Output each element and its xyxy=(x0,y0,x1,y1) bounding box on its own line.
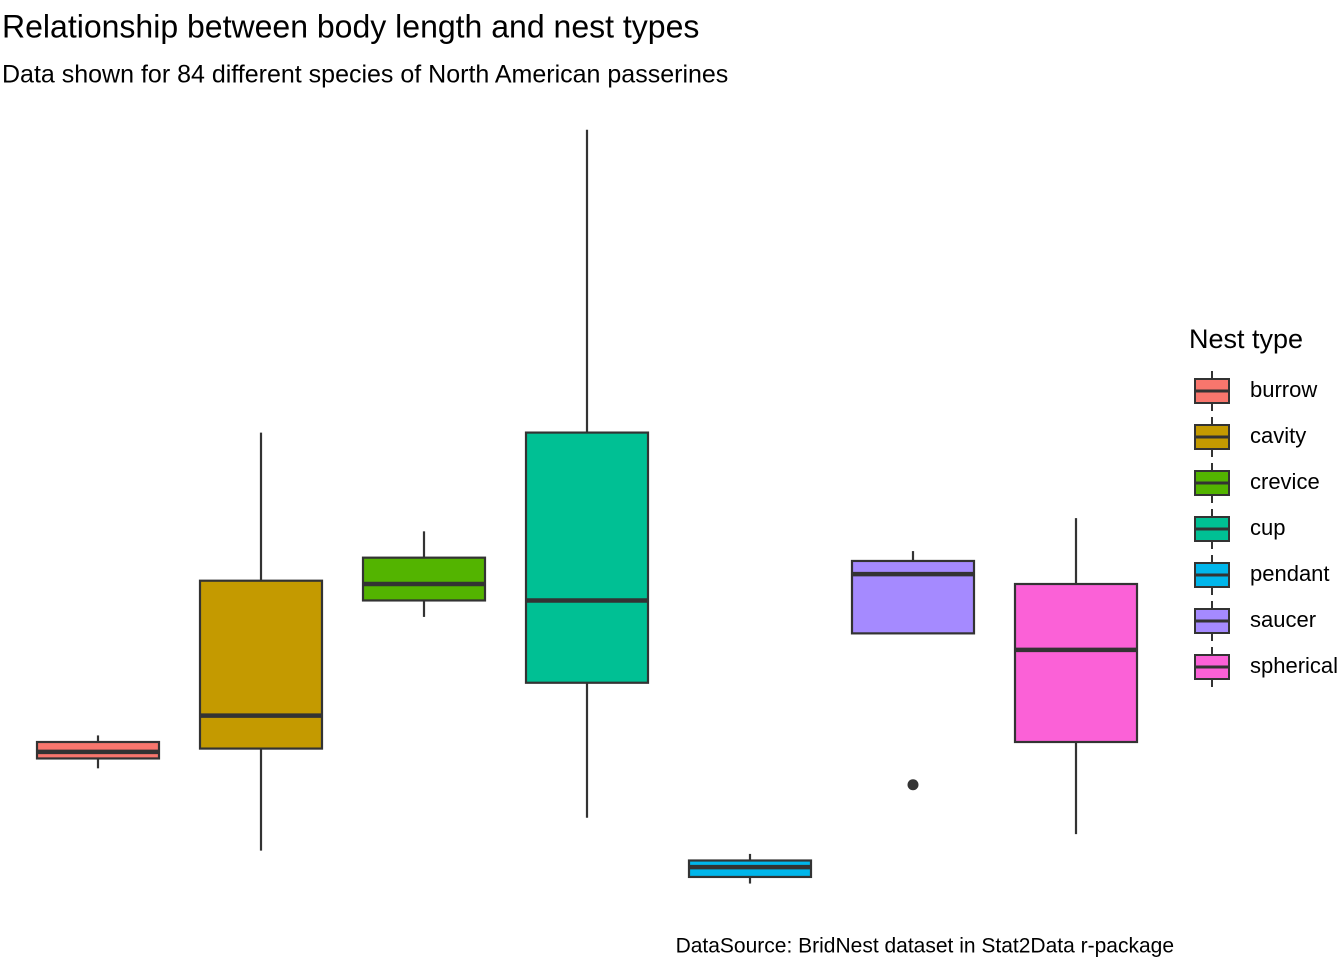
caption: DataSource: BridNest dataset in Stat2Dat… xyxy=(676,935,1174,958)
legend-label: crevice xyxy=(1250,469,1320,494)
legend-label: burrow xyxy=(1250,377,1317,402)
chart-title: Relationship between body length and nes… xyxy=(2,8,699,44)
legend-label: spherical xyxy=(1250,653,1338,678)
legend-label: cavity xyxy=(1250,423,1306,448)
outlier xyxy=(907,779,919,791)
legend-label: saucer xyxy=(1250,607,1316,632)
box xyxy=(361,556,487,602)
box xyxy=(198,579,324,750)
box xyxy=(524,431,650,684)
legend-label: cup xyxy=(1250,515,1285,540)
legend-title: Nest type xyxy=(1189,324,1303,354)
chart-subtitle: Data shown for 84 different species of N… xyxy=(2,61,728,89)
box xyxy=(1013,582,1139,744)
box xyxy=(850,559,976,635)
legend-label: pendant xyxy=(1250,561,1330,586)
